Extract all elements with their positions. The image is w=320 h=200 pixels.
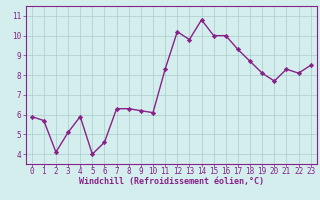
X-axis label: Windchill (Refroidissement éolien,°C): Windchill (Refroidissement éolien,°C) — [79, 177, 264, 186]
